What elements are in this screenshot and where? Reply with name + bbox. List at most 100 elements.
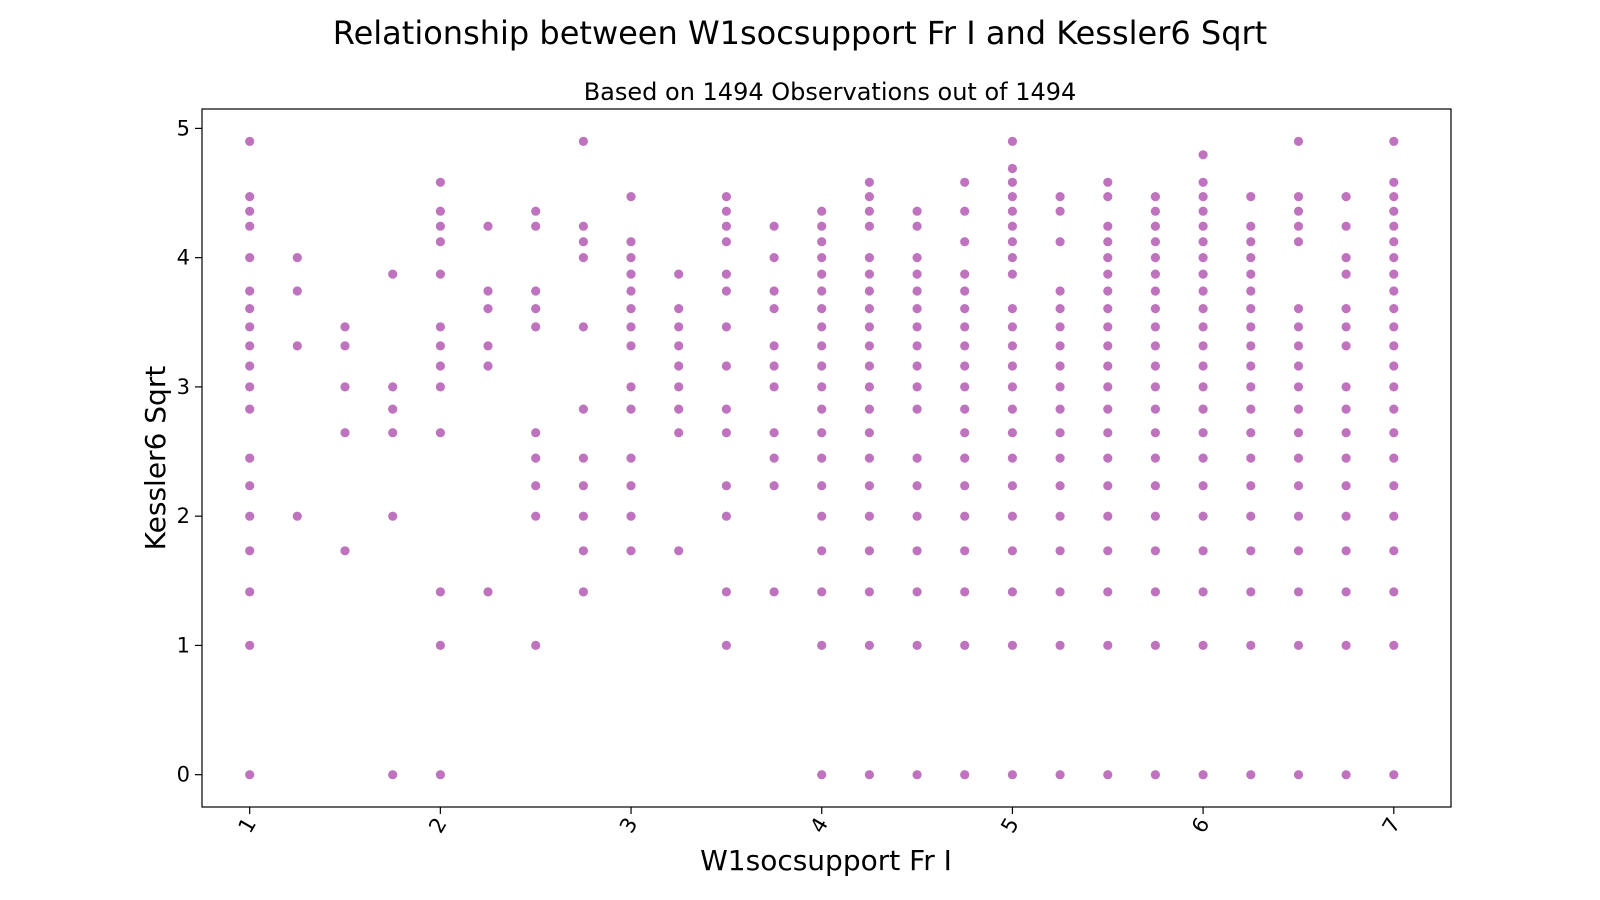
data-point: [1389, 361, 1399, 371]
data-point: [626, 453, 636, 463]
data-point: [1103, 770, 1113, 780]
data-point: [1246, 511, 1256, 521]
data-point: [1103, 286, 1113, 296]
data-point: [245, 253, 255, 263]
data-point: [1293, 770, 1304, 780]
data-point: [435, 361, 445, 371]
data-point: [1007, 221, 1018, 231]
data-point: [1341, 587, 1351, 597]
data-point: [1007, 237, 1018, 247]
data-point: [245, 404, 255, 414]
data-point: [817, 640, 827, 651]
data-point: [1389, 237, 1399, 247]
data-point: [245, 341, 255, 351]
data-point: [578, 322, 589, 332]
data-point: [1293, 640, 1304, 651]
data-point: [1007, 163, 1018, 174]
chart-subtitle: Based on 1494 Observations out of 1494: [584, 78, 1077, 106]
data-point: [864, 206, 875, 216]
data-point: [1198, 322, 1208, 332]
data-point: [1246, 286, 1256, 296]
data-point: [1055, 770, 1065, 780]
data-point: [817, 341, 827, 351]
data-point: [1103, 453, 1113, 463]
data-point: [1198, 150, 1208, 160]
data-point: [1341, 304, 1351, 314]
data-point: [864, 453, 875, 463]
data-point: [769, 587, 779, 597]
data-point: [1198, 640, 1208, 651]
data-point: [864, 361, 875, 371]
data-point: [483, 341, 493, 351]
x-tick-label: 7: [1378, 814, 1405, 838]
data-point: [1150, 481, 1160, 491]
data-point: [1007, 341, 1018, 351]
data-point: [1055, 404, 1065, 414]
data-point: [578, 481, 589, 491]
y-tick-label: 3: [177, 375, 190, 399]
data-point: [1293, 361, 1304, 371]
data-point: [1055, 428, 1065, 438]
data-point: [531, 640, 541, 651]
data-point: [769, 286, 779, 296]
data-point: [1341, 640, 1351, 651]
y-tick-label: 5: [177, 116, 190, 140]
data-point: [1007, 511, 1018, 521]
data-point: [1150, 341, 1160, 351]
data-point: [721, 221, 732, 231]
data-point: [1293, 304, 1304, 314]
data-point: [1007, 361, 1018, 371]
data-point: [1389, 177, 1399, 187]
data-point: [817, 206, 827, 216]
data-point: [769, 253, 779, 263]
data-point: [245, 640, 255, 651]
data-point: [1150, 640, 1160, 651]
data-point: [1150, 237, 1160, 247]
x-tick-label: 2: [424, 814, 451, 838]
data-point: [721, 206, 732, 216]
data-point: [1198, 770, 1208, 780]
data-point: [292, 511, 302, 521]
data-point: [626, 382, 636, 392]
data-point: [1389, 770, 1399, 780]
points-layer: [245, 136, 1399, 780]
data-point: [388, 428, 398, 438]
data-point: [674, 322, 684, 332]
data-point: [817, 269, 827, 279]
data-point: [1246, 322, 1256, 332]
data-point: [1007, 382, 1018, 392]
data-point: [960, 587, 970, 597]
data-point: [1341, 221, 1351, 231]
data-point: [578, 221, 589, 231]
data-point: [1103, 341, 1113, 351]
data-point: [1341, 192, 1351, 202]
data-point: [721, 361, 732, 371]
data-point: [245, 192, 255, 202]
data-point: [1198, 587, 1208, 597]
data-point: [960, 269, 970, 279]
data-point: [1389, 481, 1399, 491]
data-point: [1341, 453, 1351, 463]
data-point: [626, 481, 636, 491]
data-point: [1198, 341, 1208, 351]
x-axis-label: W1socsupport Fr I: [700, 844, 952, 877]
data-point: [1389, 382, 1399, 392]
data-point: [1389, 587, 1399, 597]
data-point: [864, 587, 875, 597]
data-point: [1293, 587, 1304, 597]
data-point: [721, 587, 732, 597]
data-point: [435, 177, 445, 187]
data-point: [531, 206, 541, 216]
data-point: [435, 341, 445, 351]
data-point: [864, 511, 875, 521]
data-point: [960, 546, 970, 556]
data-point: [1293, 237, 1304, 247]
data-point: [435, 221, 445, 231]
data-point: [1198, 453, 1208, 463]
data-point: [817, 511, 827, 521]
data-point: [817, 546, 827, 556]
data-point: [1389, 136, 1399, 146]
data-point: [817, 481, 827, 491]
data-point: [531, 304, 541, 314]
data-point: [769, 453, 779, 463]
